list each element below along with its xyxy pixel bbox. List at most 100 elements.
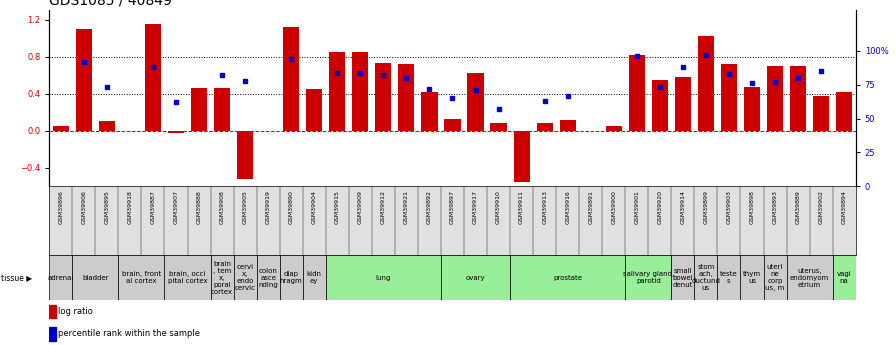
Text: brain, occi
pital cortex: brain, occi pital cortex [168,271,207,284]
Text: GSM39895: GSM39895 [104,190,109,224]
Bar [211,255,234,300]
Text: stom
ach,
ductund
us: stom ach, ductund us [692,264,720,291]
Text: GSM39904: GSM39904 [312,190,317,224]
Bar [375,63,392,131]
Text: prostate: prostate [553,275,582,281]
Text: GSM39918: GSM39918 [127,190,133,224]
Bar [326,255,441,300]
Bar [740,255,763,300]
Bar [53,126,69,131]
Text: GSM39900: GSM39900 [611,190,616,224]
Text: GSM39901: GSM39901 [634,190,640,224]
Bar [99,121,115,131]
Bar [537,123,553,131]
Text: GSM39891: GSM39891 [588,190,593,224]
Text: GSM39907: GSM39907 [174,190,178,224]
Text: cervi
x,
endo
cervic: cervi x, endo cervic [235,264,255,291]
Bar [444,119,461,131]
Bar [118,255,165,300]
Text: GSM39887: GSM39887 [151,190,156,224]
Bar [836,92,852,131]
Text: GSM39921: GSM39921 [404,190,409,224]
Text: diap
hragm: diap hragm [280,271,303,284]
Text: GSM39903: GSM39903 [727,190,731,224]
Text: GDS1085 / 40849: GDS1085 / 40849 [49,0,172,8]
Bar [168,131,184,132]
Bar [73,255,118,300]
Bar [256,255,280,300]
Bar [744,87,760,131]
Bar [560,120,576,131]
Bar [698,36,714,131]
Text: kidn
ey: kidn ey [306,271,322,284]
Text: GSM39905: GSM39905 [243,190,247,224]
Text: salivary gland,
parotid: salivary gland, parotid [623,271,674,284]
Bar [675,77,691,131]
Bar [303,255,326,300]
Text: GSM39888: GSM39888 [196,190,202,224]
Bar [813,96,829,131]
Bar [329,52,345,131]
Text: GSM39906: GSM39906 [82,190,86,224]
Text: GSM39913: GSM39913 [542,190,547,224]
Text: GSM39898: GSM39898 [749,190,754,224]
Bar [214,88,230,131]
Bar [237,131,254,179]
Bar [510,255,625,300]
Bar [468,73,484,131]
Text: GSM39890: GSM39890 [289,190,294,224]
Bar [671,255,694,300]
Bar [718,255,740,300]
Bar [165,255,211,300]
Bar [49,327,56,341]
Text: GSM39909: GSM39909 [358,190,363,224]
Text: GSM39894: GSM39894 [841,190,847,224]
Bar [513,131,530,182]
Bar [629,55,645,131]
Bar [787,255,832,300]
Bar [832,255,856,300]
Bar [490,123,506,131]
Bar [767,66,783,131]
Text: vagi
na: vagi na [837,271,851,284]
Text: GSM39911: GSM39911 [519,190,524,224]
Bar [694,255,718,300]
Text: GSM39915: GSM39915 [335,190,340,224]
Bar [421,92,437,131]
Text: thym
us: thym us [743,271,761,284]
Text: adrenal: adrenal [47,275,74,281]
Text: GSM39893: GSM39893 [772,190,778,224]
Text: GSM39919: GSM39919 [265,190,271,224]
Bar [234,255,256,300]
Bar [76,29,92,131]
Text: GSM39902: GSM39902 [819,190,823,224]
Bar [352,52,368,131]
Text: uterus,
endomyom
etrium: uterus, endomyom etrium [790,268,829,288]
Bar [441,255,510,300]
Bar [625,255,671,300]
Text: brain, front
al cortex: brain, front al cortex [122,271,161,284]
Bar [283,27,299,131]
Text: percentile rank within the sample: percentile rank within the sample [58,329,200,338]
Text: GSM39912: GSM39912 [381,190,386,224]
Bar [280,255,303,300]
Text: GSM39899: GSM39899 [703,190,709,224]
Text: GSM39910: GSM39910 [496,190,501,224]
Bar [49,305,56,318]
Bar [306,89,323,131]
Text: lung: lung [375,275,391,281]
Text: GSM39917: GSM39917 [473,190,478,224]
Bar [49,255,73,300]
Text: GSM39889: GSM39889 [796,190,801,224]
Text: uteri
ne
corp
us, m: uteri ne corp us, m [765,264,785,291]
Text: tissue ▶: tissue ▶ [1,273,32,282]
Bar [606,126,622,131]
Bar [790,66,806,131]
Bar [721,64,737,131]
Text: GSM39892: GSM39892 [426,190,432,224]
Text: log ratio: log ratio [58,307,93,316]
Bar [191,88,207,131]
Text: brain
, tem
x,
poral
cortex: brain , tem x, poral cortex [211,261,233,295]
Text: GSM39908: GSM39908 [220,190,225,224]
Bar [145,24,161,131]
